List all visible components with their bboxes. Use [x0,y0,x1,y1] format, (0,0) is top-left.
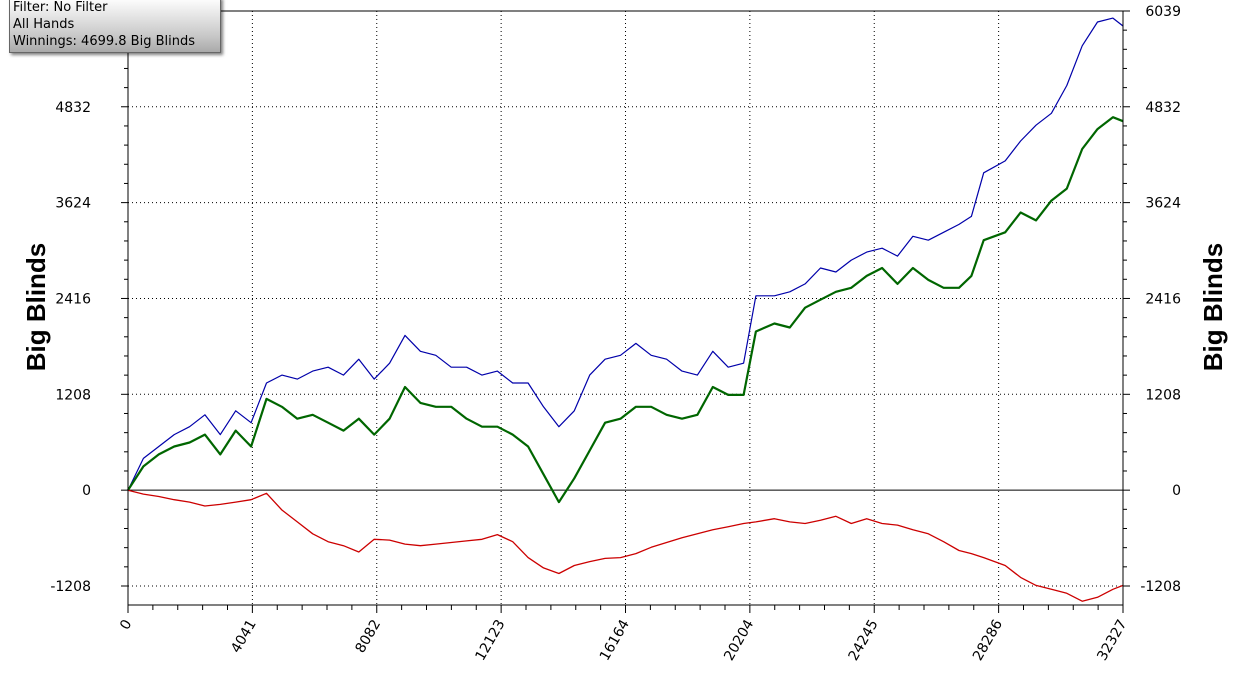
y-tick-label-right: 6039 [1145,4,1181,20]
x-tick-label: 12123 [472,617,508,664]
hands-label: All Hands [13,17,75,32]
series-line-2 [127,116,1124,504]
series-line-1 [127,17,1124,491]
info-box: Filter: No Filter All Hands Winnings: 46… [9,0,221,53]
x-tick-label: 4041 [228,617,260,656]
y-tick-label-left: 3624 [55,196,91,212]
x-tick-label: 20204 [721,617,757,664]
series-lines [127,17,1124,602]
x-tick-label: 24245 [846,617,882,664]
filter-label: Filter: No Filter [13,0,108,15]
series-line-3 [127,489,1124,602]
y-tick-label-right: 4832 [1145,100,1181,116]
y-axis-left: -1208 0 1208 2416 3624 4832 [50,10,128,595]
x-tick-label: 28286 [970,617,1006,664]
y-tick-label-left: 2416 [55,291,91,307]
y-tick-label-left: 0 [82,483,91,499]
x-tick-label: 8082 [353,617,385,656]
y-tick-label-right: 2416 [1145,291,1181,307]
y-tick-label-right: -1208 [1140,579,1181,595]
winnings-label: Winnings: 4699.8 Big Blinds [13,34,195,49]
y-tick-label-left: 4832 [55,100,91,116]
y-axis-right: -1208 0 1208 2416 3624 4832 6039 [1123,4,1181,595]
x-axis: 0 4041 8082 12123 16164 20204 24245 28286 32327 [117,605,1130,664]
grid-lines [128,11,1123,605]
x-tick-label: 16164 [597,617,633,664]
y-axis-title-left: Big Blinds [21,243,51,372]
y-tick-label-right: 3624 [1145,196,1181,212]
y-tick-label-left: 1208 [55,387,91,403]
y-tick-label-right: 0 [1172,483,1181,499]
y-axis-title-right: Big Blinds [1198,243,1228,372]
y-tick-label-left: -1208 [50,579,91,595]
x-tick-label: 32327 [1094,617,1130,664]
y-tick-label-right: 1208 [1145,387,1181,403]
x-tick-label: 0 [117,617,135,633]
